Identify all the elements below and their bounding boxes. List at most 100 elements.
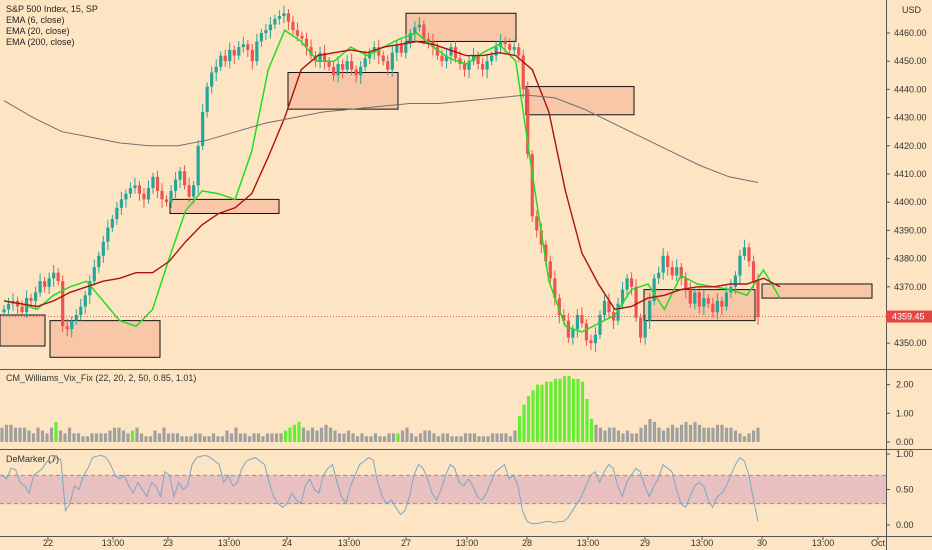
vix-bar xyxy=(396,433,400,442)
ema200-legend[interactable]: EMA (200, close) xyxy=(6,37,75,47)
candle-body xyxy=(354,69,358,76)
vix-bar xyxy=(180,436,184,442)
candle-body xyxy=(97,255,101,268)
candle-body xyxy=(530,154,534,217)
candle-body xyxy=(219,55,223,67)
price-tick-label: 4460.00 xyxy=(894,28,927,38)
candle-body xyxy=(74,315,78,321)
candle-body xyxy=(544,244,548,262)
vix-bar xyxy=(697,424,702,442)
vix-bar xyxy=(688,424,693,442)
candle-body xyxy=(670,267,674,276)
vix-bar xyxy=(166,433,171,442)
vix-bar xyxy=(486,436,490,442)
vix-bar xyxy=(616,430,621,442)
candle-body xyxy=(742,247,747,256)
candle-body xyxy=(214,66,218,73)
candle-body xyxy=(566,320,570,338)
vix-bar xyxy=(508,436,513,442)
vix-bar xyxy=(477,436,481,442)
candle-body xyxy=(178,171,182,180)
candle-body xyxy=(201,111,205,146)
vix-bar xyxy=(589,419,594,442)
vix-bar xyxy=(49,427,54,442)
candle-body xyxy=(255,41,259,62)
vix-bar xyxy=(684,421,688,442)
vix-bar xyxy=(481,436,486,442)
vix-bar xyxy=(130,430,135,442)
candle-body xyxy=(657,272,661,279)
vix-bar xyxy=(544,381,549,442)
price-tick-label: 4370.00 xyxy=(894,282,927,292)
vix-bar xyxy=(522,404,526,442)
candle-body xyxy=(593,334,598,344)
ema-line-6 xyxy=(3,29,781,333)
vix-bar xyxy=(9,424,13,442)
candle-body xyxy=(413,27,417,33)
vix-bar xyxy=(40,430,45,442)
vix-bar xyxy=(661,430,666,442)
candle-body xyxy=(70,320,74,330)
candle-body xyxy=(223,55,227,62)
ema6-legend[interactable]: EMA (6, close) xyxy=(6,15,65,25)
candle-body xyxy=(444,55,449,62)
demarker-title[interactable]: DeMarker (7) xyxy=(6,454,60,464)
vix-bar xyxy=(738,433,742,442)
vix-bar xyxy=(468,433,472,442)
vix-bar xyxy=(495,433,499,442)
vix-bar xyxy=(625,430,630,442)
vix-bar xyxy=(324,424,328,442)
candle-body xyxy=(146,188,151,200)
vix-bar xyxy=(531,390,535,442)
vix-bar xyxy=(567,375,571,442)
currency-label[interactable]: USD xyxy=(902,5,922,15)
vix-bar xyxy=(423,430,427,442)
candle-body xyxy=(6,303,11,310)
vix-bar xyxy=(36,427,40,442)
chart-legend: S&P 500 Index, 15, SP EMA (6, close) EMA… xyxy=(6,4,98,48)
candle-body xyxy=(300,35,304,39)
vix-bar xyxy=(747,433,751,442)
time-tick-label: 13:00 xyxy=(338,538,361,548)
vix-bar xyxy=(643,424,648,442)
vix-bar xyxy=(432,433,436,442)
time-tick-label: 13:00 xyxy=(691,538,714,548)
time-tick-label: 13:00 xyxy=(577,538,600,548)
vix-bar xyxy=(679,424,684,442)
price-tick-label: 4440.00 xyxy=(894,84,927,94)
candle-body xyxy=(661,255,665,273)
candle-body xyxy=(133,185,137,189)
vix-bar xyxy=(31,433,36,442)
candle-body xyxy=(589,340,593,344)
candle-body xyxy=(526,89,530,155)
vix-bar xyxy=(225,430,229,442)
candle-body xyxy=(639,317,643,338)
candle-body xyxy=(43,281,47,287)
vix-bar xyxy=(256,433,261,442)
vix-bar xyxy=(742,436,747,442)
vix-bar xyxy=(657,427,661,442)
vix-bar xyxy=(189,436,193,442)
annotation-box xyxy=(525,86,635,116)
symbol-title[interactable]: S&P 500 Index, 15, SP xyxy=(6,4,98,14)
price-tick-label: 4350.00 xyxy=(894,338,927,348)
vix-bar xyxy=(292,424,297,442)
vix-fix-title[interactable]: CM_Williams_Vix_Fix (22, 20, 2, 50, 0.85… xyxy=(6,373,197,383)
ema20-legend[interactable]: EMA (20, close) xyxy=(6,26,70,36)
candle-body xyxy=(747,247,751,262)
candle-body xyxy=(562,315,566,321)
demarker-tick-label: 0.00 xyxy=(896,520,914,530)
candle-body xyxy=(426,38,431,42)
vix-bar xyxy=(436,436,441,442)
candle-body xyxy=(449,47,453,56)
candle-body xyxy=(508,44,512,50)
price-tick-label: 4430.00 xyxy=(894,113,927,123)
vix-bar xyxy=(121,430,126,442)
candle-body xyxy=(101,241,105,256)
candle-body xyxy=(625,278,629,290)
candle-body xyxy=(616,303,620,321)
vix-tick-label: 1.00 xyxy=(896,408,914,418)
vix-bar xyxy=(360,433,364,442)
candle-body xyxy=(571,329,575,338)
